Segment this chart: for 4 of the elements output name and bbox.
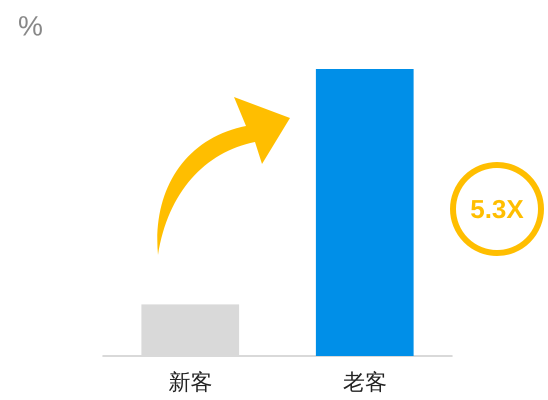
circle-outline: 5.3X [450,162,544,256]
x-tick-label: 老客 [342,370,387,396]
y-axis-title: % [18,10,43,42]
x-tick-label: 新客 [168,370,212,396]
